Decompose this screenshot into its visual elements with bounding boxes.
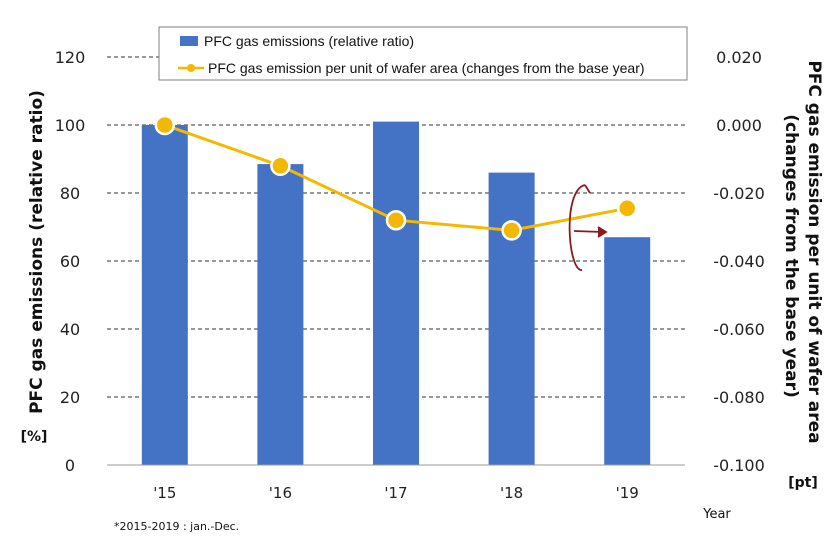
x-tick-label: '19 xyxy=(616,484,639,502)
legend-box xyxy=(158,26,688,81)
footnote: *2015-2019 : jan.-Dec. xyxy=(114,520,239,533)
left-tick-label: 100 xyxy=(55,116,86,135)
left-tick-label: 40 xyxy=(60,320,80,339)
legend-bar-swatch xyxy=(180,36,198,46)
left-tick-label: 20 xyxy=(60,388,80,407)
left-tick-label: 80 xyxy=(60,184,80,203)
x-tick-label: '16 xyxy=(269,484,292,502)
left-tick-label: 60 xyxy=(60,252,80,271)
line-point xyxy=(385,209,407,231)
left-tick-label: 120 xyxy=(55,48,86,67)
right-tick-label: -0.080 xyxy=(713,388,765,407)
legend-bar-label: PFC gas emissions (relative ratio) xyxy=(204,33,414,49)
cycle-arrow-icon xyxy=(568,184,608,271)
right-tick-label: 0.000 xyxy=(716,116,762,135)
x-tick-label: '17 xyxy=(384,484,407,502)
bar xyxy=(257,164,304,465)
right-tick-label: 0.020 xyxy=(716,48,762,67)
right-axis-title-line2: (changes from the base year) xyxy=(781,114,801,397)
legend-line-marker xyxy=(187,64,195,72)
right-axis-ticks: -0.100 -0.080 -0.060 -0.040 -0.020 0.000 0.020 xyxy=(713,48,765,475)
x-tick-label: '18 xyxy=(500,484,523,502)
left-axis-ticks: 0 20 40 60 80 100 120 xyxy=(55,48,86,475)
right-axis-title-line1: PFC gas emission per unit of wafer area xyxy=(804,60,824,443)
x-tick-label: '15 xyxy=(153,484,176,502)
left-axis-title: PFC gas emissions (relative ratio) xyxy=(27,90,47,414)
left-axis-unit: [%] xyxy=(21,429,48,445)
right-tick-label: -0.060 xyxy=(713,320,765,339)
x-axis-ticks: '15 '16 '17 '18 '19 xyxy=(153,484,639,502)
line-point xyxy=(154,114,176,136)
right-tick-label: -0.020 xyxy=(713,184,765,203)
bar xyxy=(604,237,651,465)
line-point xyxy=(501,220,522,241)
legend-line-label: PFC gas emission per unit of wafer area … xyxy=(208,60,645,76)
bar xyxy=(141,125,188,465)
bar xyxy=(488,172,535,465)
line-point xyxy=(270,155,291,177)
left-tick-label: 0 xyxy=(65,456,75,475)
bar-series xyxy=(141,121,651,465)
legend: PFC gas emissions (relative ratio) PFC g… xyxy=(158,26,688,81)
bar xyxy=(373,121,419,465)
x-axis-title: Year xyxy=(702,507,731,522)
line-series xyxy=(154,114,638,241)
right-tick-label: -0.040 xyxy=(713,252,765,271)
right-axis-unit: [pt] xyxy=(788,475,818,491)
line-point xyxy=(616,198,638,219)
right-tick-label: -0.100 xyxy=(713,456,765,475)
